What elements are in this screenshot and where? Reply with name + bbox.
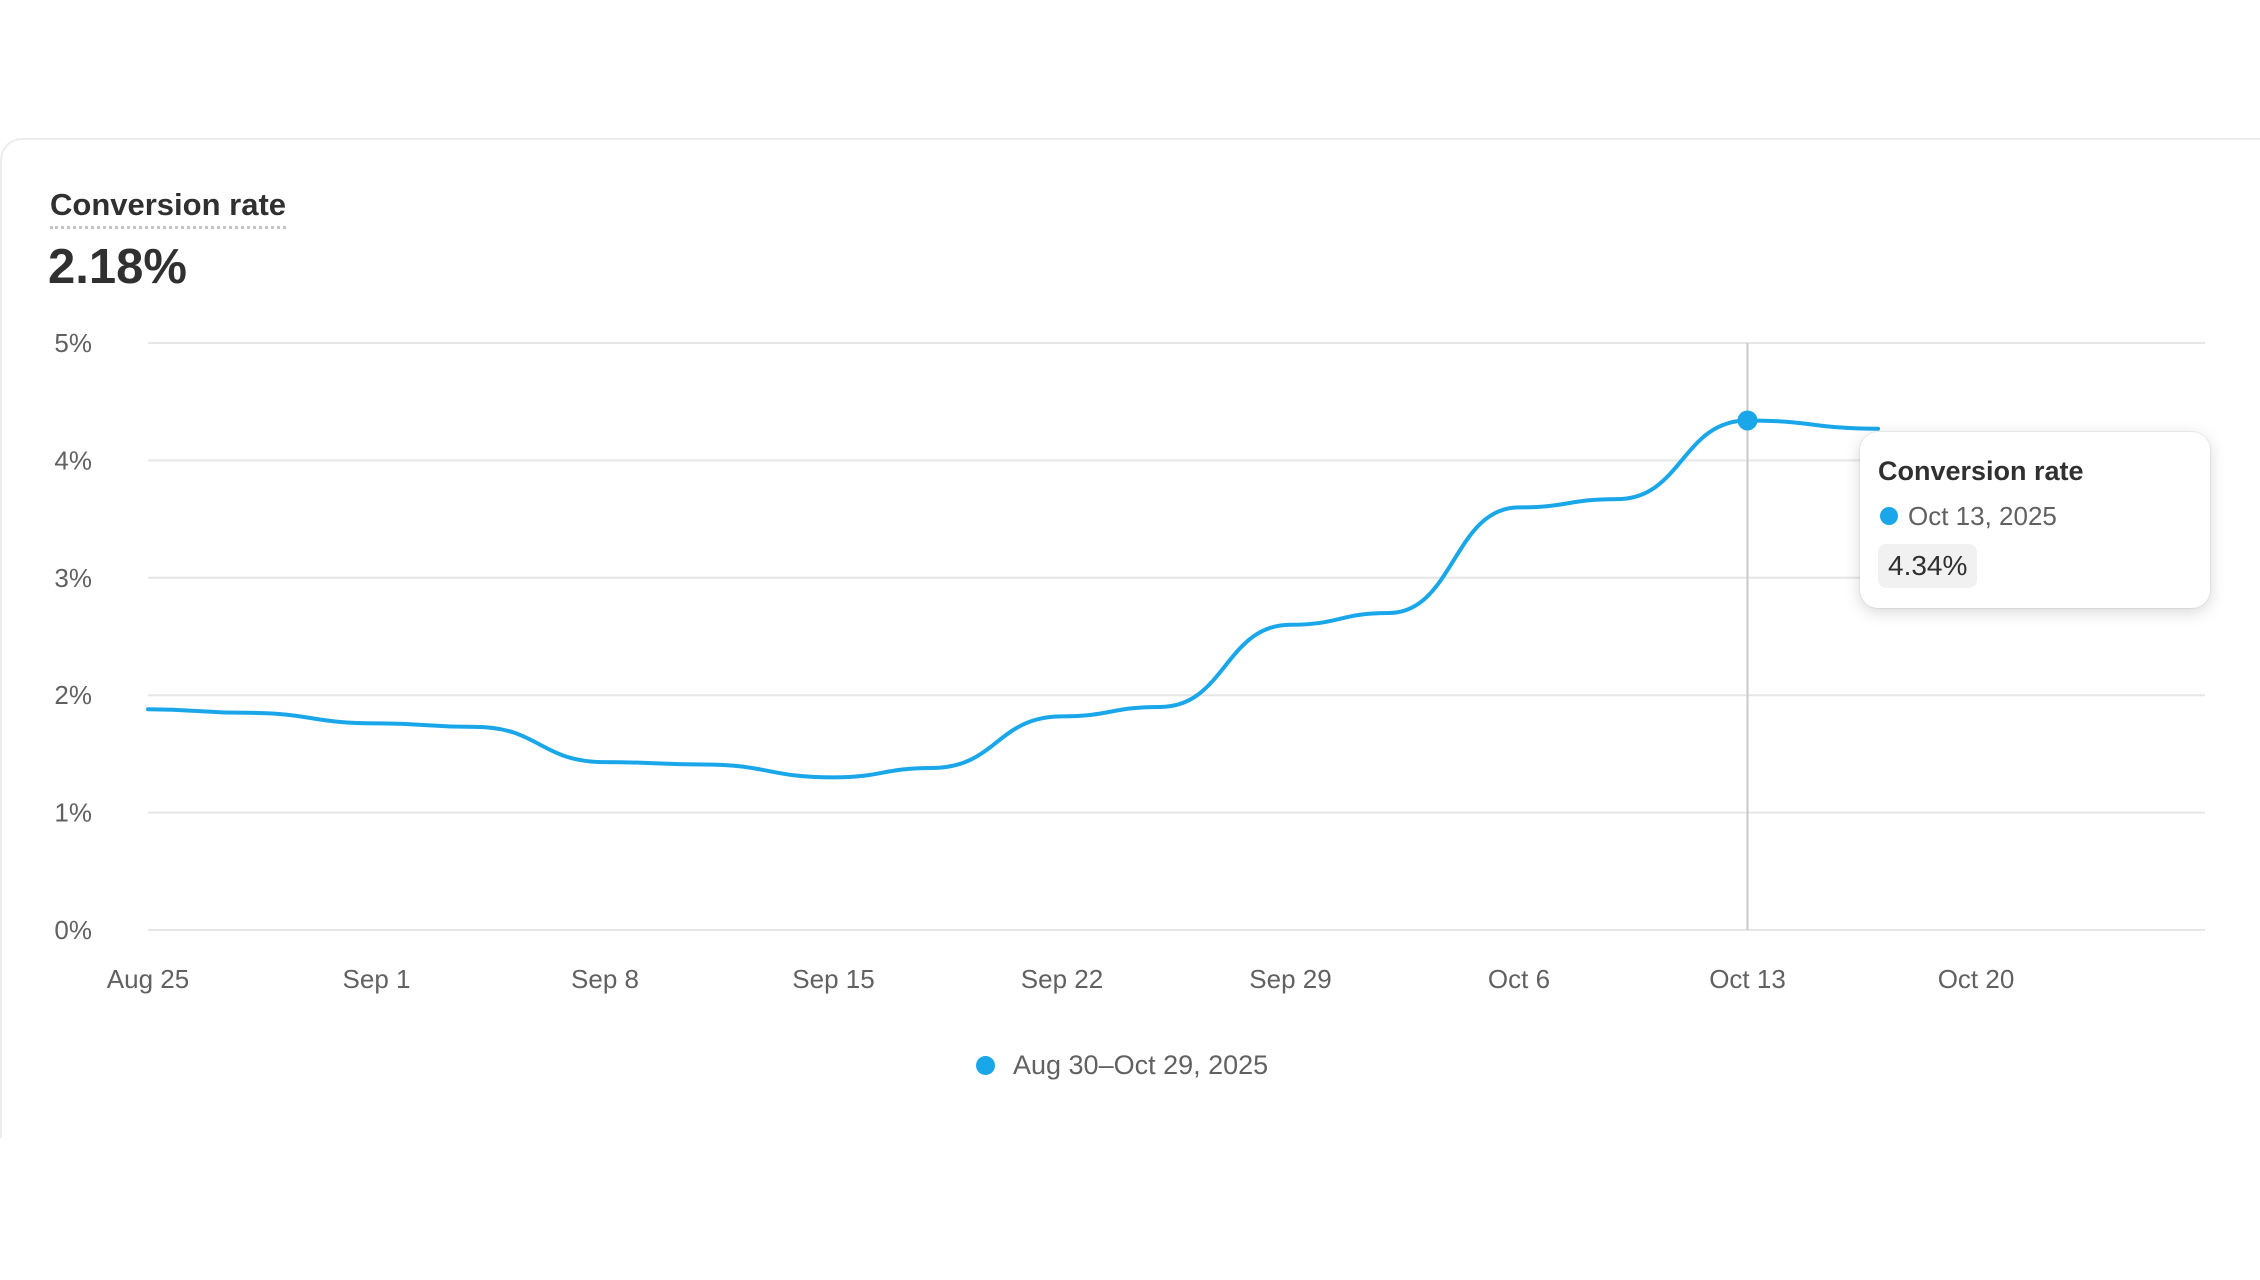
x-tick-label: Sep 8 <box>571 964 639 994</box>
x-tick-label: Oct 13 <box>1709 964 1786 994</box>
tooltip-date-row: Oct 13, 2025 <box>1878 500 2192 532</box>
y-tick-label: 0% <box>54 915 92 945</box>
metric-title[interactable]: Conversion rate <box>50 188 287 229</box>
y-tick-label: 3% <box>54 563 92 593</box>
y-tick-label: 4% <box>54 445 92 475</box>
y-tick-label: 1% <box>54 798 92 828</box>
metric-value: 2.18% <box>48 240 187 294</box>
legend-dot-icon <box>976 1056 995 1075</box>
tooltip-value: 4.34% <box>1878 544 1978 588</box>
x-tick-label: Sep 15 <box>792 964 874 994</box>
x-tick-label: Sep 29 <box>1249 964 1331 994</box>
x-tick-label: Sep 22 <box>1021 964 1103 994</box>
y-tick-label: 5% <box>54 328 92 358</box>
tooltip-title: Conversion rate <box>1878 456 2084 486</box>
chart-card <box>0 138 2260 1138</box>
chart-legend[interactable]: Aug 30–Oct 29, 2025 <box>976 1050 1268 1081</box>
tooltip-date: Oct 13, 2025 <box>1908 501 2057 531</box>
highlight-marker <box>1737 410 1758 431</box>
x-tick-label: Aug 25 <box>107 964 189 994</box>
chart-tooltip: Conversion rate Oct 13, 2025 4.34% <box>1860 432 2210 608</box>
x-tick-label: Oct 20 <box>1938 964 2015 994</box>
series-line <box>146 418 1881 780</box>
legend-label: Aug 30–Oct 29, 2025 <box>1013 1050 1269 1080</box>
x-tick-label: Oct 6 <box>1488 964 1550 994</box>
y-tick-label: 2% <box>54 680 92 710</box>
x-tick-label: Sep 1 <box>343 964 411 994</box>
series-dot-icon <box>1880 507 1898 525</box>
